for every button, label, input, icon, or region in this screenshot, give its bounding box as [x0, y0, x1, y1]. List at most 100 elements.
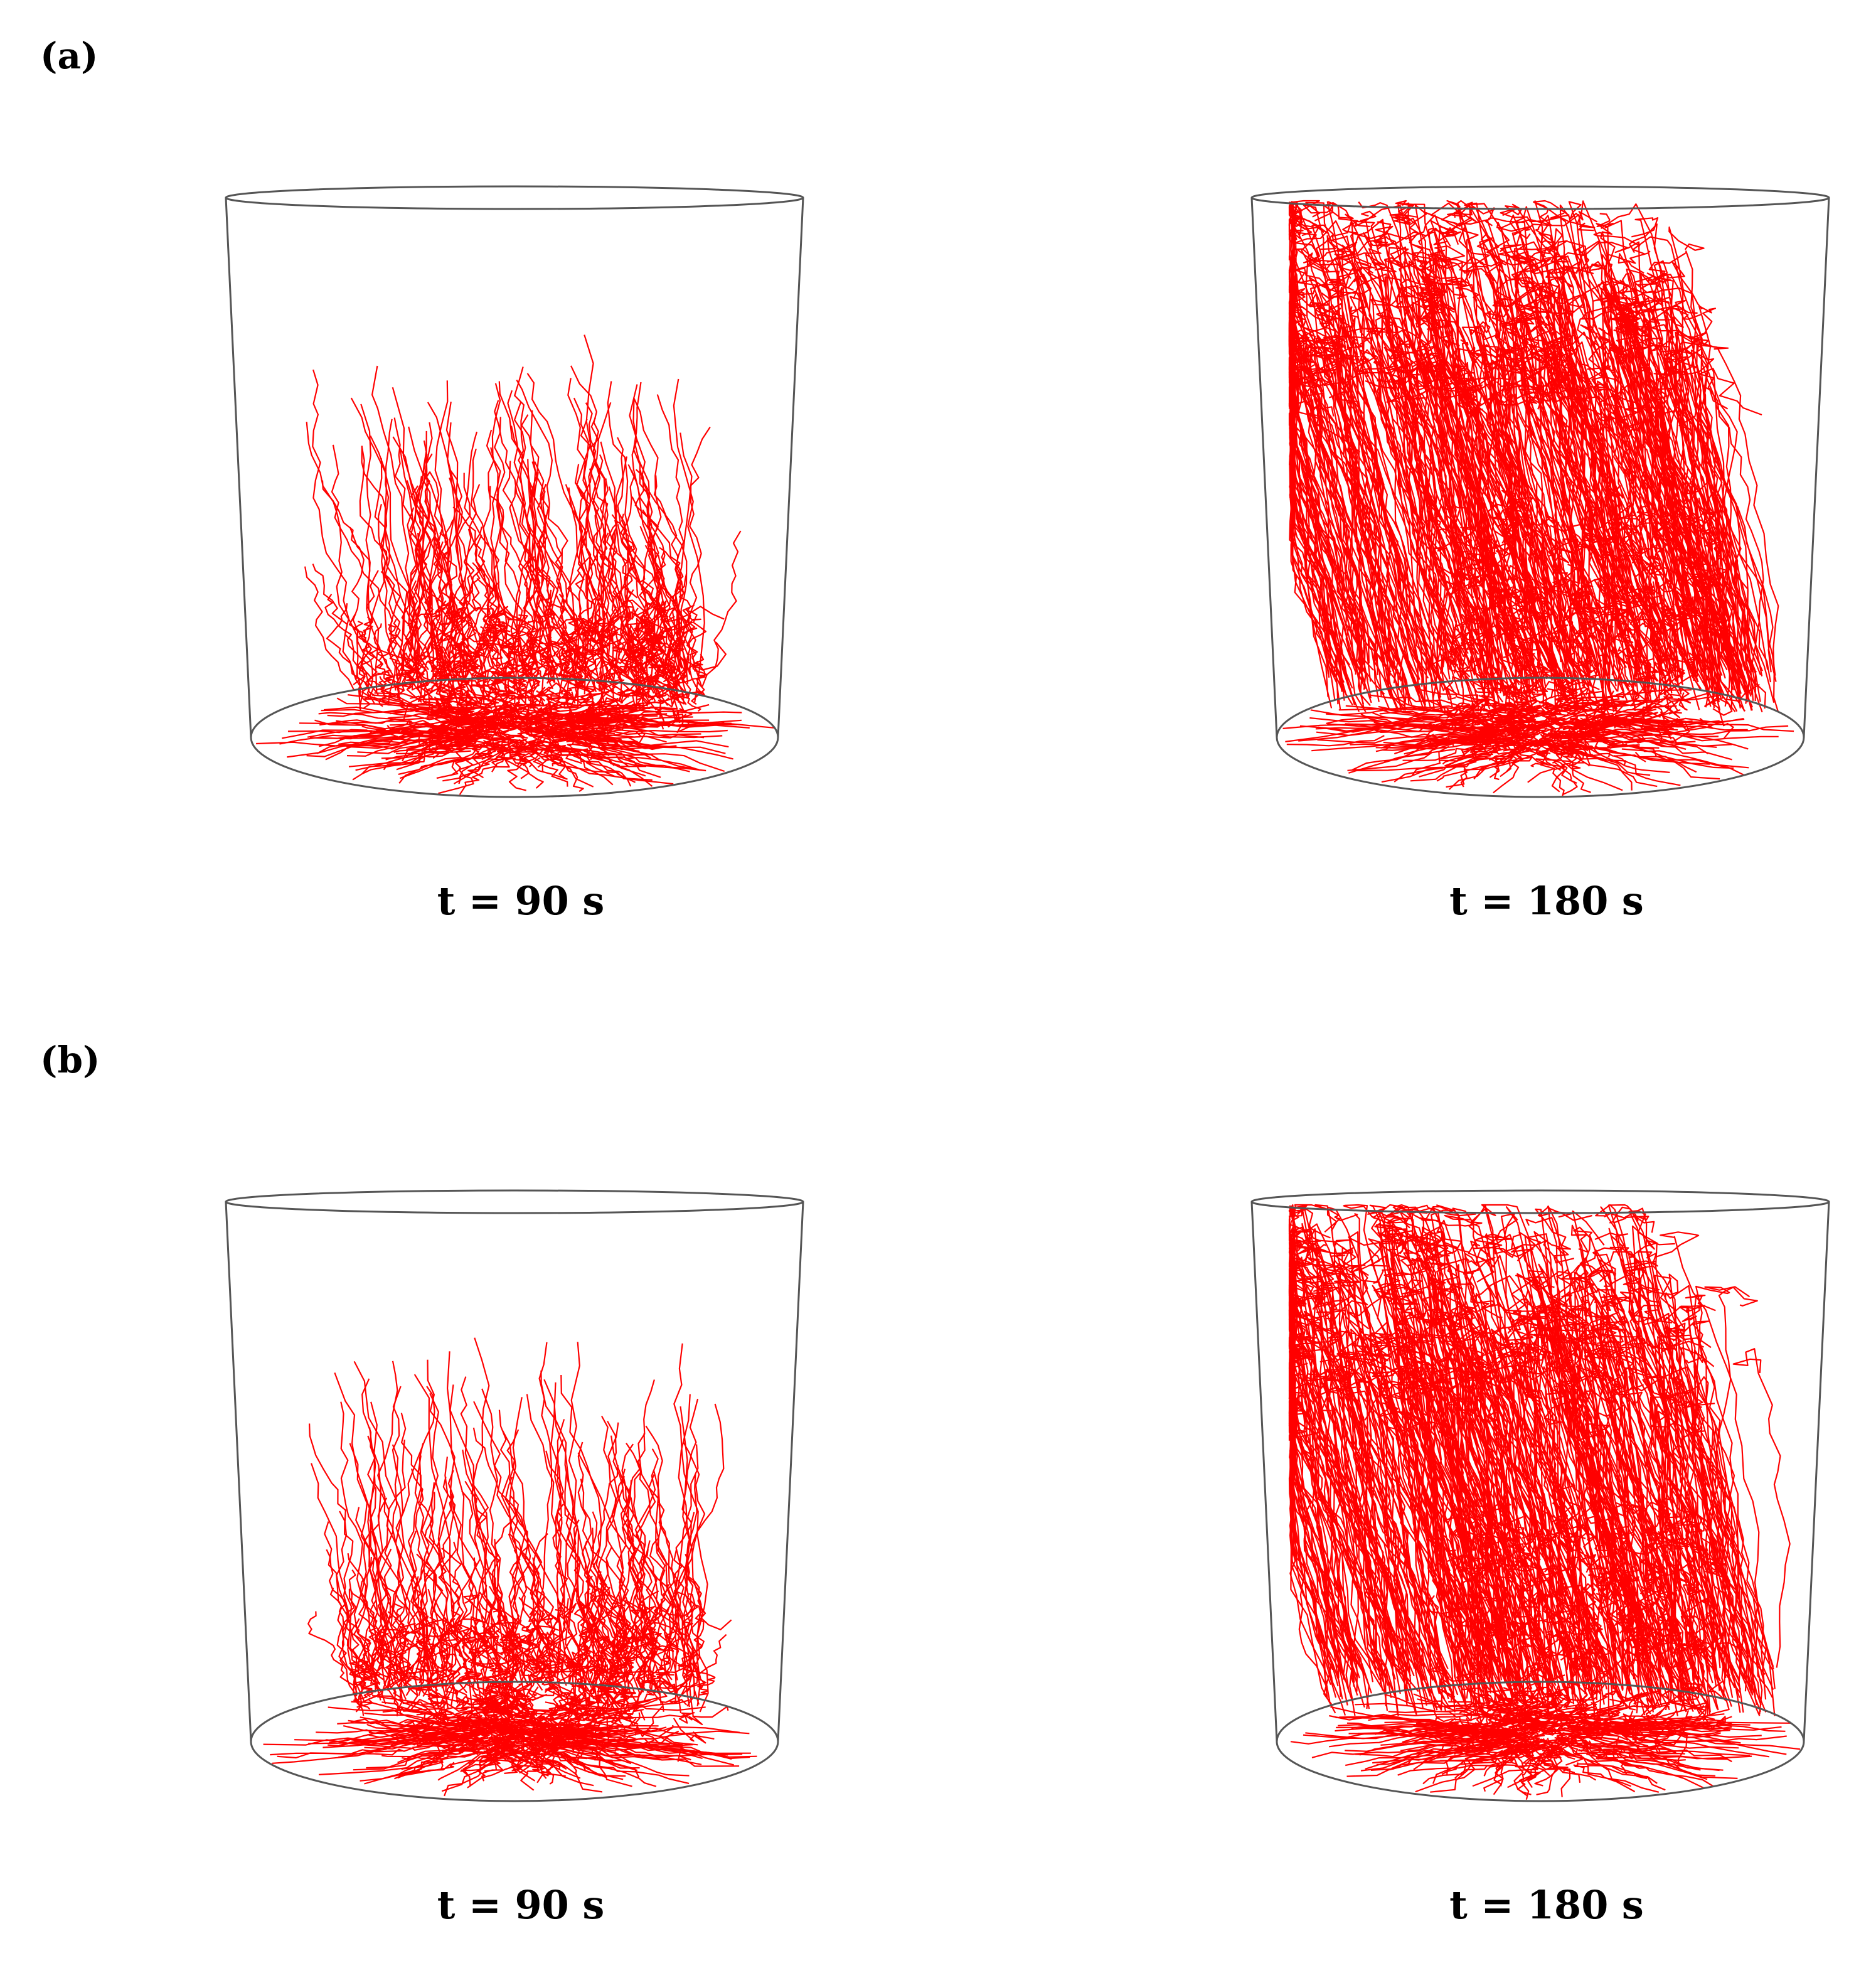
- trajectory-path: [1550, 525, 1602, 548]
- trajectory-path: [1564, 1686, 1596, 1709]
- trajectory-path: [1456, 1672, 1495, 1703]
- trajectory-path: [1327, 262, 1404, 693]
- cylinder-top-rim: [225, 185, 804, 210]
- trajectory-path: [1545, 747, 1577, 793]
- trajectory-path: [1690, 1623, 1725, 1653]
- trajectory-path: [442, 1618, 469, 1707]
- trajectory-path: [403, 1699, 454, 1714]
- trajectory-path: [1633, 674, 1658, 683]
- trajectory-path: [567, 711, 635, 720]
- trajectory-path: [439, 1649, 474, 1679]
- trajectory-path: [434, 663, 447, 677]
- trajectory-path: [633, 1632, 662, 1647]
- trajectory-path: [621, 1625, 634, 1645]
- trajectory-path: [1649, 272, 1753, 695]
- trajectory-path: [1646, 1585, 1663, 1621]
- trajectory-path: [399, 1618, 456, 1644]
- trajectory-path: [1290, 1314, 1380, 1681]
- trajectory-path: [1579, 730, 1646, 762]
- trajectory-path: [656, 394, 685, 669]
- trajectory-path: [1604, 1366, 1753, 1691]
- trajectory-path: [1628, 1309, 1694, 1713]
- trajectory-path: [1493, 757, 1523, 794]
- trajectory-path: [1562, 1329, 1711, 1716]
- trajectory-path: [328, 1728, 458, 1747]
- trajectory-path: [1517, 1743, 1547, 1770]
- trajectory-path: [1501, 1542, 1531, 1561]
- trajectory-path: [593, 478, 607, 704]
- trajectory-path: [526, 1394, 563, 1696]
- trajectory-path: [1541, 1741, 1566, 1763]
- trajectory-path: [1289, 1228, 1406, 1687]
- panel-label-b: (b): [40, 1039, 100, 1081]
- trajectory-path: [1625, 297, 1698, 681]
- trajectory-path: [1430, 1760, 1484, 1793]
- trajectory-path: [263, 1739, 430, 1751]
- trajectory-path: [375, 1444, 399, 1693]
- cylinder-outline: [225, 1189, 804, 1802]
- trajectory-path: [434, 697, 450, 717]
- trajectory-path: [1415, 1750, 1503, 1793]
- trajectory-path: [680, 1406, 702, 1679]
- trajectory-path: [686, 616, 701, 697]
- trajectory-path: [1506, 1553, 1541, 1574]
- trajectory-path: [1401, 1369, 1489, 1694]
- trajectory-path: [533, 634, 555, 682]
- trajectory-path: [1621, 272, 1748, 697]
- trajectory-path: [1581, 1582, 1602, 1598]
- trajectory-path: [1628, 308, 1684, 673]
- trajectory-path: [566, 1662, 590, 1693]
- trajectory-path: [1527, 590, 1548, 606]
- trajectory-path: [359, 446, 429, 670]
- trajectory-path: [482, 1586, 497, 1696]
- trajectory-path: [1640, 694, 1721, 714]
- trajectory-path: [1489, 586, 1510, 609]
- trajectory-path: [378, 503, 405, 680]
- trajectory-path: [1400, 1361, 1484, 1716]
- trajectory-path: [529, 687, 546, 709]
- trajectory-path: [656, 1504, 680, 1703]
- trajectory-path: [361, 1637, 380, 1691]
- trajectory-path: [1611, 1584, 1648, 1609]
- trajectory-path: [1288, 251, 1362, 675]
- trajectory-path: [1308, 1258, 1409, 1702]
- trajectory-path: [1336, 1364, 1383, 1691]
- trajectory-path: [545, 1598, 585, 1680]
- trajectory-path: [679, 641, 727, 671]
- trajectory-path: [1568, 696, 1607, 721]
- trajectory-path: [561, 621, 590, 680]
- trajectory-path: [1526, 1649, 1552, 1682]
- trajectory-path: [545, 1632, 558, 1658]
- trajectory-path: [1476, 1234, 1661, 1708]
- trajectory-path: [1565, 1301, 1662, 1699]
- trajectory-path: [1646, 1336, 1727, 1679]
- trajectory-path: [1696, 570, 1721, 589]
- trajectory-path: [500, 641, 538, 666]
- trajectory-path: [1538, 1271, 1640, 1714]
- trajectory-path: [432, 735, 506, 751]
- trajectory-path: [1609, 1531, 1634, 1558]
- trajectory-path: [1614, 644, 1647, 698]
- trajectory-path: [1654, 521, 1697, 542]
- trajectory-path: [445, 688, 471, 708]
- trajectory-path: [324, 729, 472, 740]
- trajectory-path: [526, 1750, 566, 1777]
- trajectory-path: [509, 666, 532, 700]
- trajectory-path: [1288, 285, 1372, 703]
- trajectory-path: [545, 1692, 587, 1711]
- trajectory-path: [641, 619, 673, 645]
- trajectory-path: [361, 446, 401, 705]
- trajectory-group: [263, 1337, 757, 1797]
- trajectory-path: [1555, 372, 1699, 683]
- trajectory-path: [1594, 725, 1789, 735]
- trajectory-path: [655, 711, 691, 733]
- trajectory-path: [1476, 621, 1501, 646]
- trajectory-path: [646, 1444, 699, 1672]
- trajectory-path: [494, 692, 516, 697]
- trajectory-path: [1533, 1740, 1568, 1772]
- trajectory-path: [1469, 1591, 1500, 1610]
- trajectory-path: [1487, 1708, 1549, 1726]
- trajectory-path: [671, 682, 689, 705]
- trajectory-path: [1732, 1348, 1791, 1668]
- trajectory-path: [669, 1687, 690, 1706]
